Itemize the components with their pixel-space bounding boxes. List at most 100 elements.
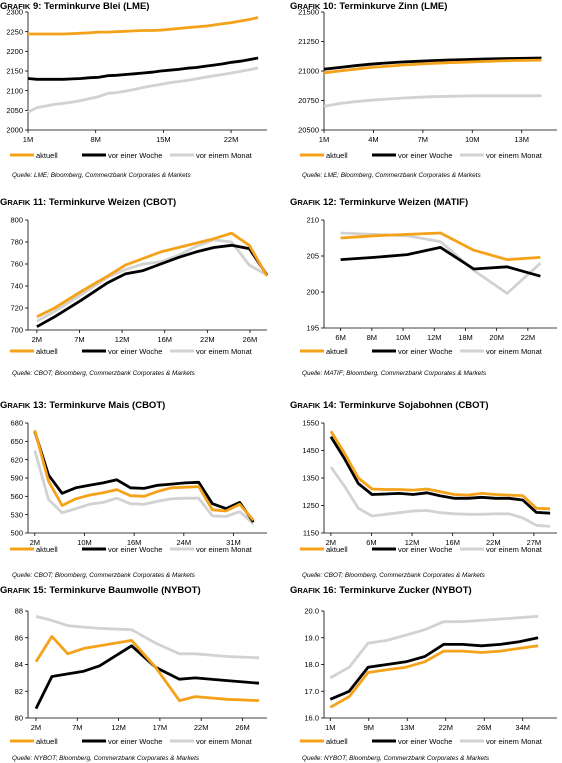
chart-panel-14: GRAFIK 14: Terminkurve Sojabohnen (CBOT)… [290, 397, 562, 587]
series-line-vor-einer-woche [340, 246, 541, 278]
chart-svg: 2000 2050 2100 2150 2200 2250 2300 1M 8M 15M 22M ak… [6, 8, 267, 160]
y-tick-label: 720 [10, 304, 23, 313]
y-tick-label: 21500 [298, 8, 319, 17]
chart-title-text: Terminkurve Mais (CBOT) [49, 400, 166, 411]
x-tick-label: 2M [31, 723, 41, 732]
chart-panel-13: GRAFIK 13: Terminkurve Mais (CBOT) 500 530… [0, 397, 281, 587]
chart-title-text: Terminkurve Zucker (NYBOT) [339, 585, 472, 596]
y-tick-label: 2100 [6, 86, 23, 95]
chart-panel-12: GRAFIK 12: Terminkurve Weizen (MATIF) 195… [290, 194, 562, 384]
legend-label: aktuell [36, 151, 58, 160]
chart-title-text: Terminkurve Baumwolle (NYBOT) [49, 585, 201, 596]
y-tick-label: 20750 [298, 96, 319, 105]
chart-svg: 20500 20750 21000 21250 21500 1M 4M 7M 10M 13M akt… [298, 8, 557, 160]
series-line-vor-einer-woche [329, 436, 551, 515]
series-line-vor-einem-monat [35, 615, 260, 660]
y-tick-label: 20500 [298, 126, 319, 135]
x-tick-label: 13M [400, 723, 415, 732]
y-tick-label: 800 [10, 216, 23, 225]
chart-title: GRAFIK 15: Terminkurve Baumwolle (NYBOT) [0, 585, 201, 596]
legend-label: aktuell [36, 737, 58, 746]
y-tick-label: 1350 [302, 474, 319, 483]
y-tick-label: 680 [10, 419, 23, 428]
chart-source: Quelle: LME; Bloomberg, Commerzbank Corp… [302, 172, 481, 179]
x-tick-label: 7M [72, 723, 82, 732]
chart-title: GRAFIK 11: Terminkurve Weizen (CBOT) [0, 197, 176, 208]
x-tick-label: 17M [153, 723, 168, 732]
x-tick-label: 2M [30, 538, 40, 547]
x-tick-label: 22M [486, 538, 501, 547]
legend-label: vor einer Woche [398, 545, 452, 554]
y-tick-label: 20.0 [304, 607, 319, 616]
y-tick-label: 1150 [303, 529, 319, 538]
legend-label: vor einem Monat [196, 347, 253, 356]
x-tick-label: 16M [157, 335, 172, 344]
chart-title-prefix: GRAFIK [290, 1, 321, 12]
chart-source: Quelle: LME; Bloomberg, Commerzbank Corp… [12, 172, 191, 179]
y-tick-label: 21250 [298, 37, 319, 46]
chart-svg: 1150 1250 1350 1450 1550 2M 6M 12M 16M 22M 27M aktu… [300, 419, 557, 554]
y-tick-label: 1550 [302, 419, 319, 428]
x-tick-label: 16M [445, 538, 460, 547]
x-tick-label: 7M [74, 335, 84, 344]
chart-title-prefix: GRAFIK [290, 585, 321, 596]
y-tick-label: 200 [306, 288, 319, 297]
x-tick-label: 31M [226, 538, 241, 547]
x-tick-label: 15M [156, 135, 171, 144]
legend-label: vor einem Monat [196, 737, 253, 746]
legend-label: vor einer Woche [108, 545, 162, 554]
x-tick-label: 22M [521, 333, 536, 342]
chart-svg: 700 720 740 760 780 800 2M 7M 12M 16M 22M 26M aktuel… [10, 216, 269, 356]
y-tick-label: 1250 [302, 501, 319, 510]
legend-label: vor einer Woche [398, 151, 452, 160]
series-line-vor-einer-woche [329, 636, 539, 701]
chart-title-number: 11: [30, 197, 49, 208]
series-line-vor-einer-woche [34, 644, 260, 710]
chart-panel-10: GRAFIK 10: Terminkurve Zinn (LME) 20500 20… [290, 0, 562, 190]
x-tick-label: 6M [366, 538, 376, 547]
x-tick-label: 6M [335, 333, 345, 342]
y-tick-label: 205 [306, 252, 319, 261]
chart-title-number: 10: [320, 1, 340, 12]
x-tick-label: 34M [515, 723, 530, 732]
x-tick-label: 22M [194, 723, 209, 732]
y-tick-label: 2200 [6, 47, 23, 56]
x-tick-label: 8M [367, 333, 377, 342]
y-tick-label: 210 [306, 216, 319, 225]
x-tick-label: 26M [243, 335, 258, 344]
x-tick-label: 1M [23, 135, 33, 144]
x-tick-label: 8M [90, 135, 100, 144]
x-tick-label: 26M [477, 723, 492, 732]
x-tick-label: 7M [418, 135, 428, 144]
x-tick-label: 1M [319, 135, 329, 144]
legend-label: aktuell [326, 347, 348, 356]
y-tick-label: 1450 [302, 446, 319, 455]
x-tick-label: 12M [111, 723, 126, 732]
series-line-vor-einem-monat [340, 231, 542, 295]
x-tick-label: 16M [127, 538, 142, 547]
x-tick-label: 27M [527, 538, 542, 547]
chart-panel-15: GRAFIK 15: Terminkurve Baumwolle (NYBOT)… [0, 581, 281, 763]
chart-title-text: Terminkurve Zinn (LME) [339, 1, 448, 12]
y-tick-label: 560 [10, 492, 23, 501]
y-tick-label: 80 [15, 714, 23, 723]
chart-title: GRAFIK 10: Terminkurve Zinn (LME) [290, 1, 447, 12]
series-line-vor-einer-woche [33, 431, 255, 523]
series-line-vor-einem-monat [36, 238, 268, 323]
y-tick-label: 780 [10, 238, 23, 247]
series-line-aktuell [28, 16, 259, 36]
y-tick-label: 84 [15, 660, 23, 669]
series-line-vor-einer-woche [27, 56, 259, 81]
chart-source: Quelle: NYBOT; Bloomberg, Commerzbank Co… [12, 755, 200, 762]
x-tick-label: 20M [489, 333, 504, 342]
series-line-vor-einem-monat [27, 66, 259, 114]
x-tick-label: 13M [514, 135, 529, 144]
chart-svg: 16.0 17.0 18.0 19.0 20.0 1M 9M 13M 22M 26M 34M aktu… [300, 607, 557, 746]
x-tick-label: 2M [326, 538, 336, 547]
legend-label: vor einer Woche [108, 151, 162, 160]
chart-title-number: 15: [30, 585, 50, 596]
chart-title-text: Terminkurve Weizen (CBOT) [48, 197, 177, 208]
x-tick-label: 22M [224, 135, 239, 144]
chart-title-prefix: GRAFIK [290, 400, 321, 411]
chart-title-number: 14: [320, 400, 340, 411]
